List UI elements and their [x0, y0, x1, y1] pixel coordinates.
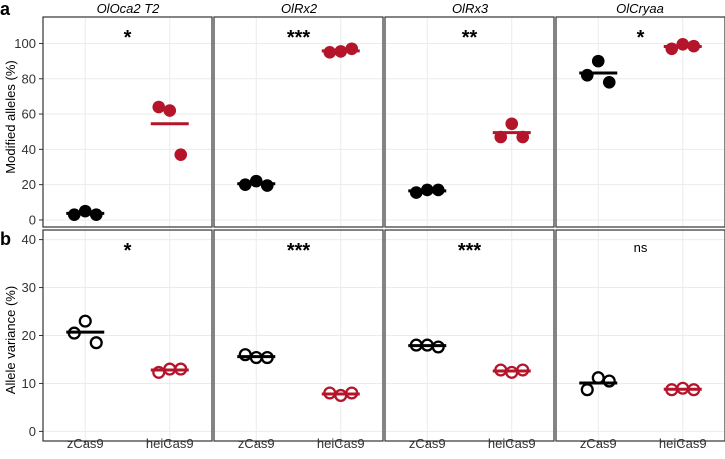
data-point-b-0-zCas9-1: [78, 314, 92, 328]
y-tick-label-a-100: 100: [14, 36, 36, 51]
facet-border-a-2: [384, 16, 555, 228]
significance-label-a-0: *: [124, 27, 132, 49]
y-tick-label-b-20: 20: [22, 328, 36, 343]
significance-label-a-1: ***: [287, 27, 311, 49]
significance-label-b-3: ns: [634, 240, 648, 255]
y-tick-label-b-40: 40: [22, 232, 36, 247]
data-point-a-3-zCas9-2: [602, 75, 616, 89]
data-point-a-2-heiCas9-1: [505, 117, 519, 131]
data-point-b-0-zCas9-2: [89, 336, 103, 350]
y-tick-label-b-10: 10: [22, 376, 36, 391]
data-point-a-3-zCas9-1: [591, 54, 605, 68]
panel-letter-b: b: [0, 229, 11, 249]
facet-border-a-3: [555, 16, 725, 228]
panel-letter-a: a: [0, 0, 11, 19]
y-tick-label-a-60: 60: [22, 107, 36, 122]
y-tick-label-a-0: 0: [29, 212, 36, 227]
facet-border-b-0: [42, 229, 213, 442]
significance-label-b-0: *: [124, 240, 132, 262]
data-point-a-0-heiCas9-2: [174, 148, 188, 161]
significance-label-a-3: *: [637, 27, 645, 49]
facet-border-a-0: [42, 16, 213, 228]
y-tick-label-a-40: 40: [22, 142, 36, 157]
data-point-a-3-heiCas9-0: [665, 42, 679, 56]
facet-title-olRx2: OlRx2: [281, 1, 318, 16]
data-point-b-3-zCas9-0: [580, 383, 594, 397]
significance-label-b-2: ***: [458, 240, 482, 262]
data-point-a-1-heiCas9-2: [345, 42, 359, 56]
y-tick-label-b-0: 0: [29, 424, 36, 439]
significance-label-a-2: **: [462, 27, 478, 49]
y-axis-title-allele-variance: Allele variance (%): [3, 286, 18, 394]
data-point-b-3-zCas9-2: [602, 374, 616, 388]
data-point-a-3-heiCas9-1: [676, 38, 690, 51]
facet-border-b-1: [213, 229, 384, 442]
data-point-a-0-heiCas9-0: [152, 100, 166, 114]
facet-border-b-3: [555, 229, 725, 442]
facet-border-a-1: [213, 16, 384, 228]
data-point-a-1-zCas9-2: [260, 179, 274, 192]
facet-title-olOca2-t2: OlOca2 T2: [97, 1, 161, 16]
y-axis-title-modified-alleles: Modified alleles (%): [3, 60, 18, 173]
y-tick-label-a-80: 80: [22, 71, 36, 86]
y-tick-label-a-20: 20: [22, 177, 36, 192]
data-point-a-0-zCas9-1: [78, 204, 92, 218]
data-point-a-1-zCas9-1: [249, 174, 263, 188]
facet-border-b-2: [384, 229, 555, 442]
data-point-a-2-zCas9-0: [409, 186, 423, 199]
data-point-a-3-zCas9-0: [580, 68, 594, 82]
y-tick-label-b-30: 30: [22, 280, 36, 295]
data-point-a-0-heiCas9-1: [163, 104, 177, 117]
facet-title-olCryaa: OlCryaa: [616, 1, 664, 16]
data-point-b-1-zCas9-0: [238, 348, 252, 362]
facet-title-olRx3: OlRx3: [452, 1, 489, 16]
significance-label-b-1: ***: [287, 240, 311, 262]
